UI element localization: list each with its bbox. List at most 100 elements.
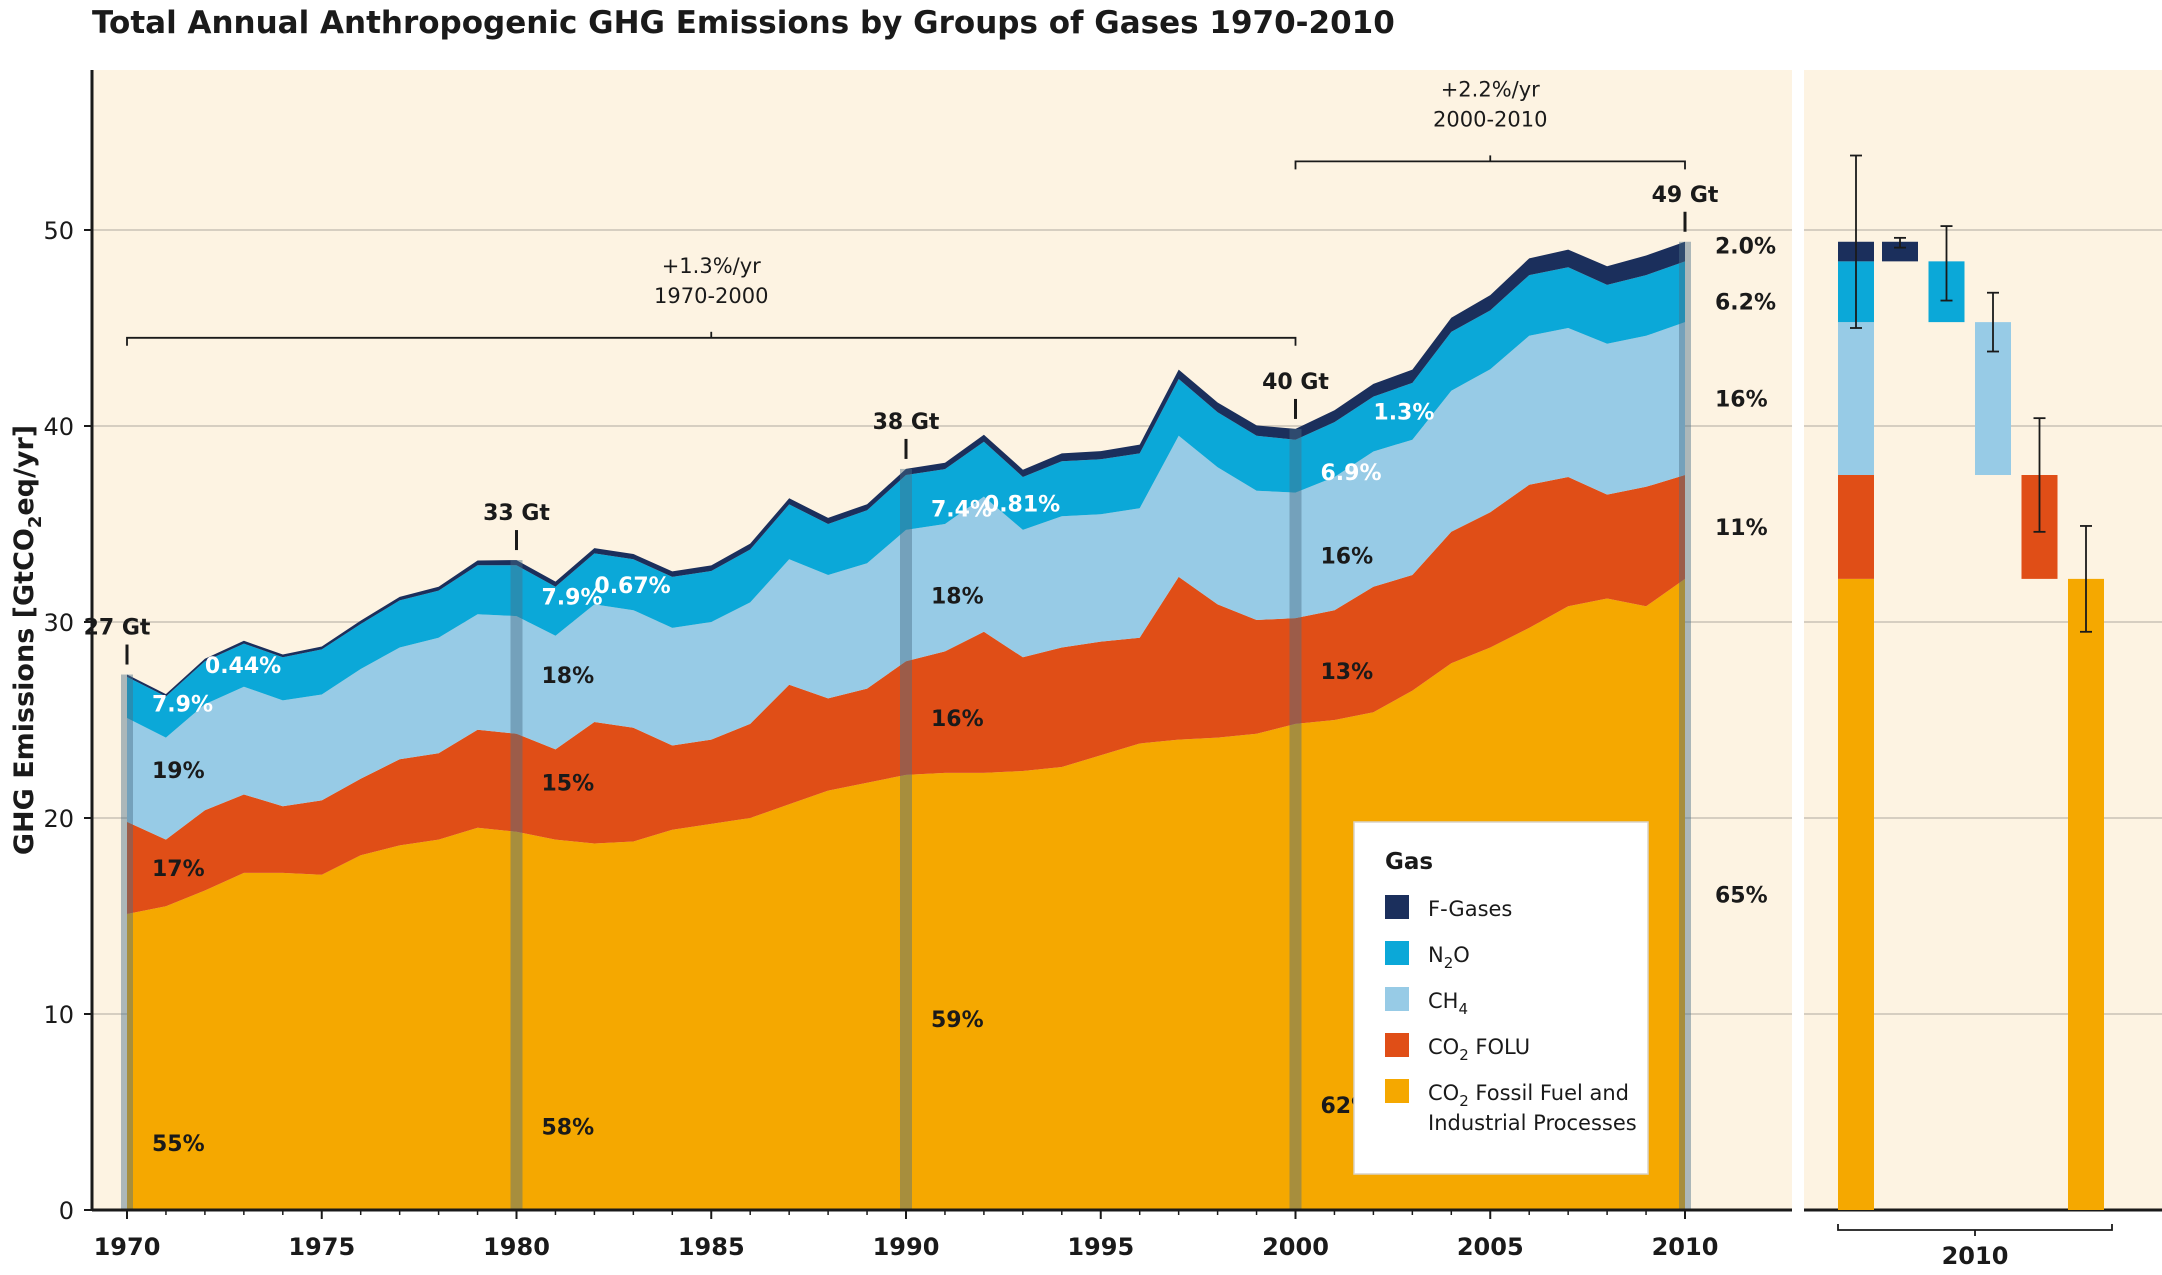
y-axis-label-sub: 2 <box>25 516 46 529</box>
legend-label-n2o: N2O <box>1428 943 1470 972</box>
total-label-2010: 49 Gt <box>1652 183 1719 208</box>
total-label-2000: 40 Gt <box>1262 370 1329 395</box>
chart-title: Total Annual Anthropogenic GHG Emissions… <box>92 5 1395 41</box>
y-axis-label-main: GHG Emissions [GtCO <box>9 528 40 855</box>
y-tick-label: 30 <box>43 609 74 637</box>
legend-label-sub: 2 <box>1459 1092 1469 1110</box>
legend-label-sub: 2 <box>1444 954 1454 972</box>
legend-swatch-co2ff <box>1385 1079 1409 1103</box>
legend-label-main: CO <box>1428 1035 1459 1059</box>
x-tick-label: 2000 <box>1262 1233 1329 1261</box>
growth-period: 2000-2010 <box>1433 107 1547 131</box>
x-tick-label: 2010 <box>1652 1233 1719 1261</box>
share-2010-co2folu: 11% <box>1715 516 1768 541</box>
share-2000-n2o: 6.9% <box>1321 461 1382 486</box>
x-tick-label: 1985 <box>678 1233 745 1261</box>
legend-swatch-ch4 <box>1385 987 1409 1011</box>
share-1990-co2ff: 59% <box>931 1008 984 1033</box>
highlight-column-1980 <box>510 560 523 1210</box>
legend-label-main: CO <box>1428 1081 1459 1105</box>
year-highlight-columns <box>121 241 1691 1210</box>
growth-annotations: +1.3%/yr 1970-2000 +2.2%/yr 2000-2010 <box>126 77 1686 346</box>
share-1980-co2ff: 58% <box>542 1115 595 1140</box>
y-tick-label: 20 <box>43 805 74 833</box>
legend-label-end: FOLU <box>1469 1035 1530 1059</box>
share-1980-ch4: 18% <box>542 664 595 689</box>
share-1970-co2ff: 55% <box>152 1132 205 1157</box>
y-tick-label: 50 <box>43 217 74 245</box>
x-tick-label: 1995 <box>1067 1233 1134 1261</box>
share-2010-ch4: 16% <box>1715 388 1768 413</box>
stack-bar-co2folu <box>1838 475 1874 579</box>
legend-title: Gas <box>1385 849 1433 875</box>
share-1990-n2o: 7.4% <box>931 497 992 522</box>
legend-swatch-n2o <box>1385 941 1409 965</box>
legend-label-sub: 4 <box>1458 1000 1468 1018</box>
share-2010-co2ff: 65% <box>1715 883 1768 908</box>
legend-swatch-fgas <box>1385 895 1409 919</box>
legend-label-fgas: F-Gases <box>1428 897 1512 921</box>
highlight-column-2010 <box>1679 241 1691 1210</box>
x-tick-label: 2005 <box>1457 1233 1524 1261</box>
legend-label-ch4: CH4 <box>1428 989 1468 1018</box>
x-tick-label: 1980 <box>483 1233 550 1261</box>
axes: 0 10 20 30 40 50 1970 1975 1980 1985 1990 1995 2000 2… <box>9 70 2162 1261</box>
legend-label-main: F-Gases <box>1428 897 1512 921</box>
share-1990-ch4: 18% <box>931 585 984 610</box>
area-ch4 <box>127 322 1685 840</box>
share-1980-fgas: 0.67% <box>594 574 670 599</box>
waterfall-bar-fgas <box>1882 241 1918 262</box>
y-tick-label: 0 <box>59 1197 74 1225</box>
legend-label-main: CH <box>1428 989 1458 1013</box>
x-tick-label: 1970 <box>94 1233 161 1261</box>
legend-label-main: N <box>1428 943 1444 967</box>
share-1970-fgas: 0.44% <box>205 654 281 679</box>
share-2000-fgas: 1.3% <box>1373 400 1434 425</box>
x-tick-label: 1990 <box>873 1233 940 1261</box>
share-2000-ch4: 16% <box>1321 544 1374 569</box>
share-1970-ch4: 19% <box>152 759 205 784</box>
area-co2folu <box>127 475 1685 914</box>
growth-rate: +2.2%/yr <box>1441 77 1540 101</box>
share-2000-co2folu: 13% <box>1321 660 1374 685</box>
highlight-column-1990 <box>900 468 912 1210</box>
share-2010-n2o: 6.2% <box>1715 291 1776 316</box>
legend-label-end: Fossil Fuel and <box>1469 1081 1629 1105</box>
stacked-areas <box>127 241 1685 1210</box>
legend-label-co2folu: CO2 FOLU <box>1428 1035 1530 1064</box>
y-tick-label: 40 <box>43 413 74 441</box>
area-fgas <box>127 241 1685 697</box>
share-1990-co2folu: 16% <box>931 707 984 732</box>
share-labels: 55%17%19%7.9%0.44%58%15%18%7.9%0.67%59%1… <box>152 235 1776 1157</box>
area-n2o <box>127 261 1685 738</box>
growth-rate: +1.3%/yr <box>662 254 761 278</box>
side-bracket <box>1837 1224 2113 1231</box>
legend-label-line2: Industrial Processes <box>1428 1111 1637 1135</box>
y-axis-label-end: eq/yr] <box>9 425 40 516</box>
share-1990-fgas: 0.81% <box>984 492 1060 517</box>
side-x-label: 2010 <box>1942 1242 2009 1270</box>
share-1970-n2o: 7.9% <box>152 692 213 717</box>
share-2010-fgas: 2.0% <box>1715 235 1776 260</box>
growth-period: 1970-2000 <box>654 284 768 308</box>
stack-bar-co2ff <box>1838 578 1874 1210</box>
legend-label-sub: 2 <box>1459 1046 1469 1064</box>
total-label-1980: 33 Gt <box>483 501 550 526</box>
y-axis-label: GHG Emissions [GtCO2eq/yr] <box>9 425 46 855</box>
legend-swatch-co2folu <box>1385 1033 1409 1057</box>
total-label-1990: 38 Gt <box>873 410 940 435</box>
total-label-1970: 27 Gt <box>84 616 151 641</box>
y-tick-label: 10 <box>43 1001 74 1029</box>
area-co2ff <box>127 578 1685 1210</box>
total-labels: 27 Gt 33 Gt 38 Gt 40 Gt 49 Gt <box>84 183 1719 665</box>
x-tick-label: 1975 <box>288 1233 355 1261</box>
waterfall-bar-co2ff <box>2068 578 2104 1210</box>
waterfall-panel: 2010 <box>1837 154 2113 1270</box>
legend-label-end: O <box>1453 943 1470 967</box>
share-1970-co2folu: 17% <box>152 857 205 882</box>
highlight-column-1970 <box>121 674 133 1210</box>
share-1980-n2o: 7.9% <box>542 586 603 611</box>
share-1980-co2folu: 15% <box>542 772 595 797</box>
